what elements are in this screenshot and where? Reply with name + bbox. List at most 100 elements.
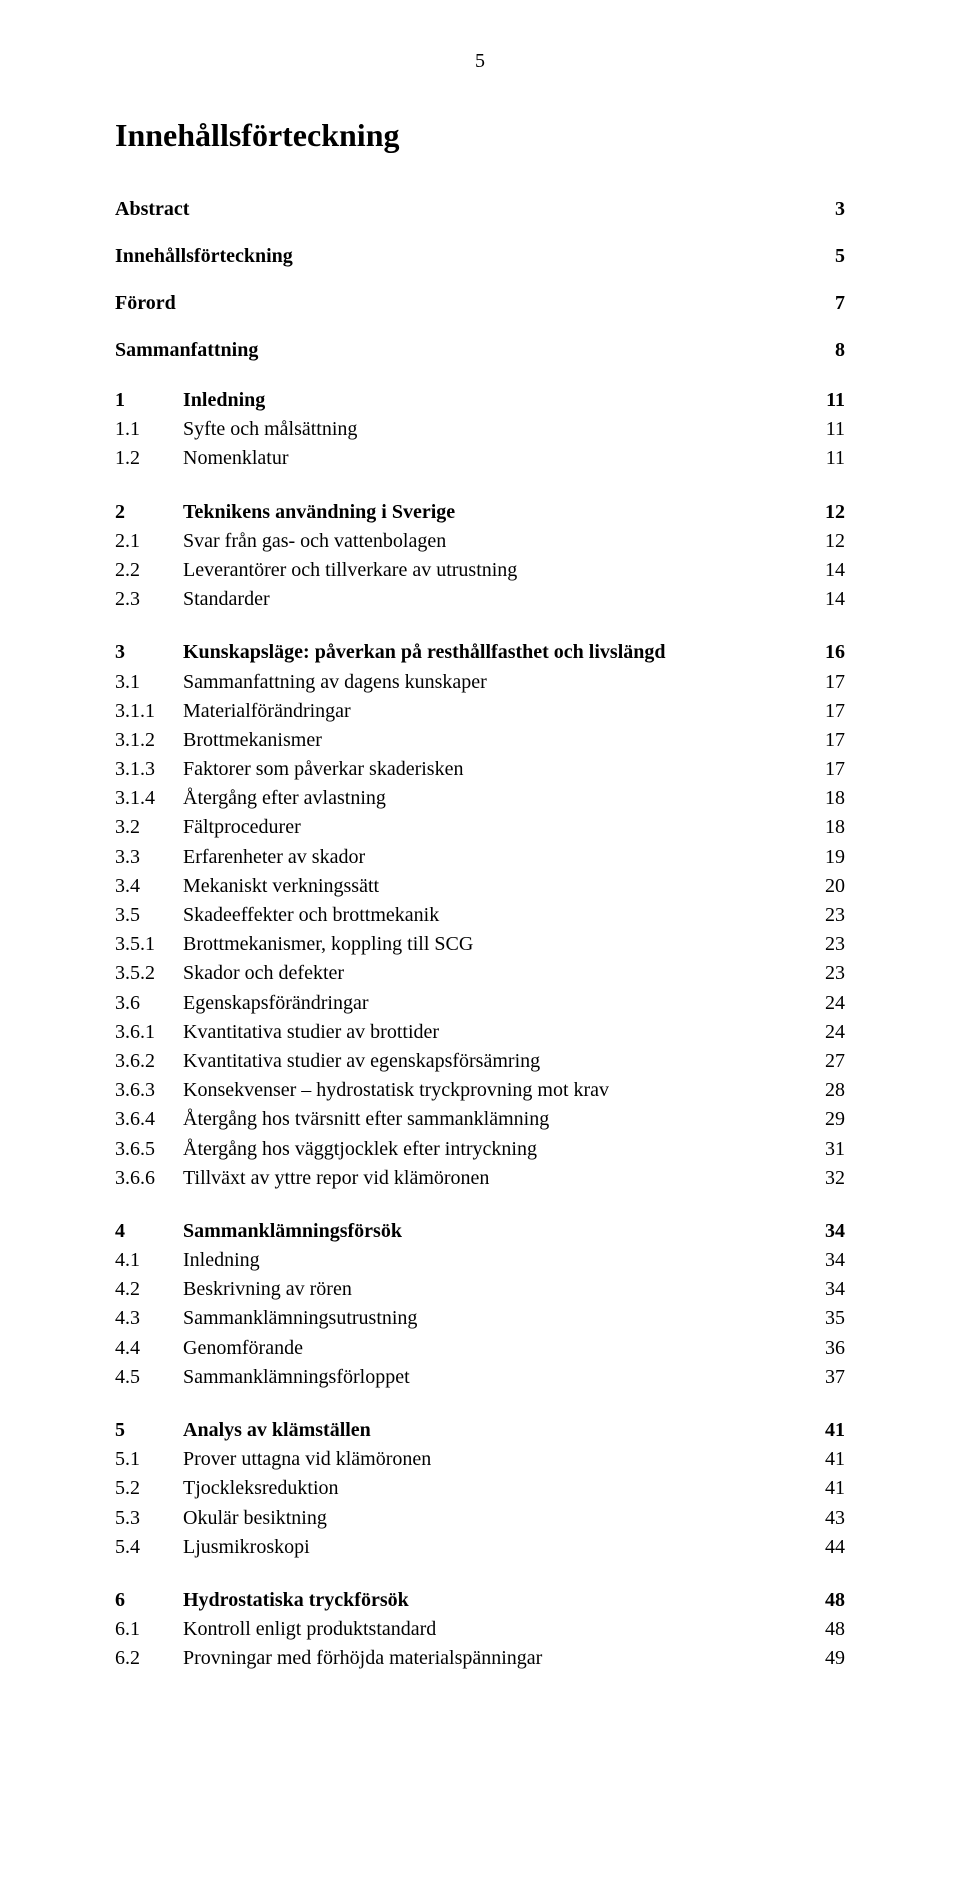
toc-row: 4.5Sammanklämningsförloppet37 xyxy=(115,1363,845,1392)
front-matter-row: Abstract3 xyxy=(115,198,845,221)
toc-row: 5Analys av klämställen41 xyxy=(115,1416,845,1445)
front-matter-page: 7 xyxy=(835,292,845,315)
toc-entry-number: 3.1.3 xyxy=(115,755,183,784)
toc-row: 3.4Mekaniskt verkningssätt20 xyxy=(115,872,845,901)
toc-entry-title: Prover uttagna vid klämöronen xyxy=(183,1445,805,1474)
toc-row: 3.6.1Kvantitativa studier av brottider24 xyxy=(115,1018,845,1047)
toc-entry-title: Ljusmikroskopi xyxy=(183,1533,805,1562)
toc-entry-title: Skadeeffekter och brottmekanik xyxy=(183,901,805,930)
toc-row: 3.6.3Konsekvenser – hydrostatisk tryckpr… xyxy=(115,1076,845,1105)
toc-entry-title: Kvantitativa studier av brottider xyxy=(183,1018,805,1047)
document-title: Innehållsförteckning xyxy=(115,117,845,154)
toc-row: 5.3Okulär besiktning43 xyxy=(115,1504,845,1533)
toc-entry-title: Brottmekanismer, koppling till SCG xyxy=(183,930,805,959)
toc-entry-page: 34 xyxy=(805,1275,845,1304)
toc-entry-page: 16 xyxy=(805,638,845,667)
toc-entry-number: 3.6.5 xyxy=(115,1135,183,1164)
toc-entry-title: Okulär besiktning xyxy=(183,1504,805,1533)
toc-entry-title: Tillväxt av yttre repor vid klämöronen xyxy=(183,1164,805,1193)
toc-entry-title: Kunskapsläge: påverkan på resthållfasthe… xyxy=(183,638,805,667)
toc-section: 6Hydrostatiska tryckförsök486.1Kontroll … xyxy=(115,1586,845,1674)
toc-entry-title: Inledning xyxy=(183,386,805,415)
toc-entry-number: 5.4 xyxy=(115,1533,183,1562)
toc-entry-number: 4.4 xyxy=(115,1334,183,1363)
toc-entry-title: Återgång hos tvärsnitt efter sammanklämn… xyxy=(183,1105,805,1134)
toc-entry-number: 6.2 xyxy=(115,1644,183,1673)
toc-row: 4.2Beskrivning av rören34 xyxy=(115,1275,845,1304)
toc-entry-number: 4.3 xyxy=(115,1304,183,1333)
toc-entry-page: 24 xyxy=(805,1018,845,1047)
toc-row: 1.1Syfte och målsättning11 xyxy=(115,415,845,444)
toc-row: 4.1Inledning34 xyxy=(115,1246,845,1275)
toc-entry-title: Mekaniskt verkningssätt xyxy=(183,872,805,901)
toc-entry-page: 41 xyxy=(805,1474,845,1503)
toc-entry-page: 43 xyxy=(805,1504,845,1533)
toc-entry-page: 11 xyxy=(805,386,845,415)
toc-entry-page: 34 xyxy=(805,1217,845,1246)
toc-entry-title: Egenskapsförändringar xyxy=(183,989,805,1018)
toc-entry-number: 5 xyxy=(115,1416,183,1445)
toc-entry-title: Faktorer som påverkar skaderisken xyxy=(183,755,805,784)
front-matter-title: Abstract xyxy=(115,198,189,221)
toc-entry-page: 41 xyxy=(805,1416,845,1445)
toc-row: 3.1.1Materialförändringar17 xyxy=(115,697,845,726)
toc-entry-page: 41 xyxy=(805,1445,845,1474)
toc-entry-number: 2.1 xyxy=(115,527,183,556)
toc-entry-number: 3.5.1 xyxy=(115,930,183,959)
toc-row: 2Teknikens användning i Sverige12 xyxy=(115,498,845,527)
toc-entry-number: 6 xyxy=(115,1586,183,1615)
toc-entry-page: 14 xyxy=(805,585,845,614)
toc-entry-number: 3.5.2 xyxy=(115,959,183,988)
toc-entry-number: 5.1 xyxy=(115,1445,183,1474)
toc-entry-number: 3.2 xyxy=(115,813,183,842)
toc-row: 1Inledning11 xyxy=(115,386,845,415)
toc-row: 3.5.2Skador och defekter23 xyxy=(115,959,845,988)
toc-entry-number: 4.2 xyxy=(115,1275,183,1304)
toc-entry-title: Brottmekanismer xyxy=(183,726,805,755)
toc-entry-number: 5.3 xyxy=(115,1504,183,1533)
toc-entry-title: Nomenklatur xyxy=(183,444,805,473)
front-matter-page: 8 xyxy=(835,339,845,362)
toc-entry-page: 28 xyxy=(805,1076,845,1105)
front-matter-title: Innehållsförteckning xyxy=(115,245,293,268)
toc-entry-title: Erfarenheter av skador xyxy=(183,843,805,872)
toc-row: 3.1.4Återgång efter avlastning18 xyxy=(115,784,845,813)
toc-entry-page: 23 xyxy=(805,901,845,930)
toc-entry-number: 3.1 xyxy=(115,668,183,697)
toc-body: 1Inledning111.1Syfte och målsättning111.… xyxy=(115,386,845,1674)
toc-entry-number: 3.1.2 xyxy=(115,726,183,755)
toc-entry-page: 37 xyxy=(805,1363,845,1392)
toc-entry-page: 12 xyxy=(805,498,845,527)
toc-row: 5.4Ljusmikroskopi44 xyxy=(115,1533,845,1562)
toc-row: 3.1.2Brottmekanismer17 xyxy=(115,726,845,755)
toc-row: 3.6Egenskapsförändringar24 xyxy=(115,989,845,1018)
toc-entry-number: 1.1 xyxy=(115,415,183,444)
toc-section: 2Teknikens användning i Sverige122.1Svar… xyxy=(115,498,845,615)
toc-row: 3.5.1Brottmekanismer, koppling till SCG2… xyxy=(115,930,845,959)
toc-entry-page: 32 xyxy=(805,1164,845,1193)
toc-row: 1.2Nomenklatur11 xyxy=(115,444,845,473)
toc-entry-page: 18 xyxy=(805,784,845,813)
toc-entry-page: 24 xyxy=(805,989,845,1018)
toc-row: 3.6.4Återgång hos tvärsnitt efter samman… xyxy=(115,1105,845,1134)
toc-row: 4.3Sammanklämningsutrustning35 xyxy=(115,1304,845,1333)
toc-row: 2.2Leverantörer och tillverkare av utrus… xyxy=(115,556,845,585)
toc-row: 3Kunskapsläge: påverkan på resthållfasth… xyxy=(115,638,845,667)
toc-row: 6.2Provningar med förhöjda materialspänn… xyxy=(115,1644,845,1673)
front-matter-title: Förord xyxy=(115,292,176,315)
toc-entry-title: Syfte och målsättning xyxy=(183,415,805,444)
toc-row: 2.1Svar från gas- och vattenbolagen12 xyxy=(115,527,845,556)
toc-entry-title: Analys av klämställen xyxy=(183,1416,805,1445)
toc-entry-number: 3.4 xyxy=(115,872,183,901)
toc-entry-number: 4 xyxy=(115,1217,183,1246)
toc-section: 3Kunskapsläge: påverkan på resthållfasth… xyxy=(115,638,845,1193)
toc-entry-page: 14 xyxy=(805,556,845,585)
toc-entry-number: 3.6.4 xyxy=(115,1105,183,1134)
toc-entry-page: 23 xyxy=(805,959,845,988)
toc-row: 3.6.5Återgång hos väggtjocklek efter int… xyxy=(115,1135,845,1164)
toc-entry-page: 36 xyxy=(805,1334,845,1363)
toc-row: 3.1.3Faktorer som påverkar skaderisken17 xyxy=(115,755,845,784)
toc-entry-page: 18 xyxy=(805,813,845,842)
toc-entry-number: 3.1.4 xyxy=(115,784,183,813)
page-number: 5 xyxy=(115,50,845,73)
